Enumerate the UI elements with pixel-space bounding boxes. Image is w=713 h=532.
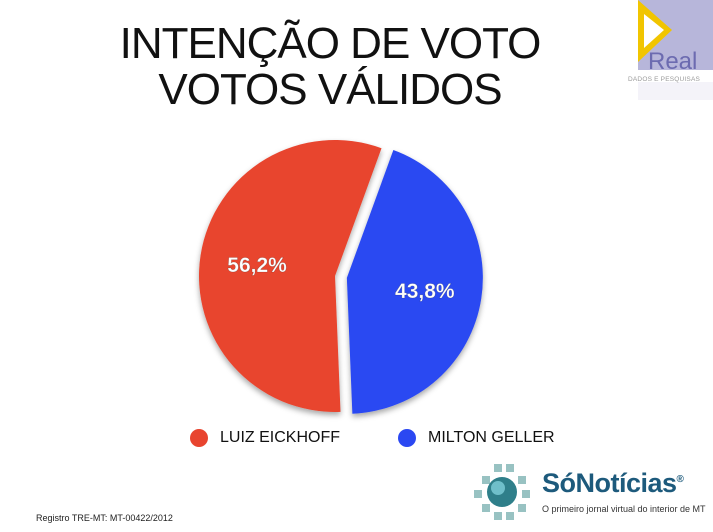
- chart-legend: LUIZ EICKHOFF MILTON GELLER: [0, 426, 713, 450]
- registro-text: Registro TRE-MT: MT-00422/2012: [36, 513, 173, 523]
- data-label-milton: 43,8%: [395, 280, 455, 303]
- legend-label-milton: MILTON GELLER: [428, 429, 555, 446]
- legend-label-luiz: LUIZ EICKHOFF: [220, 429, 341, 446]
- sonoticias-icon: [474, 464, 530, 520]
- pie-slice-luiz: [199, 140, 382, 412]
- real-logo-subtext: DADOS E PESQUISAS: [628, 76, 701, 83]
- legend-swatch-milton: [398, 429, 416, 447]
- legend-swatch-luiz: [190, 429, 208, 447]
- chart-title-line2: VOTOS VÁLIDOS: [158, 65, 502, 114]
- sonoticias-logo: SóNotícias® O primeiro jornal virtual do…: [470, 462, 710, 522]
- real-logo: Real DADOS E PESQUISAS: [620, 0, 713, 100]
- sonoticias-registered-mark: ®: [676, 474, 684, 485]
- sonoticias-brand: SóNotícias®: [542, 468, 684, 499]
- sonoticias-brand-name: SóNotícias: [542, 468, 677, 498]
- pie-slice-milton: [346, 150, 483, 414]
- sonoticias-tagline: O primeiro jornal virtual do interior de…: [542, 504, 706, 514]
- real-logo-text: Real: [648, 48, 698, 75]
- legend-item-luiz: LUIZ EICKHOFF: [190, 426, 340, 450]
- real-logo-icon: [620, 0, 713, 100]
- legend-item-milton: MILTON GELLER: [398, 426, 555, 450]
- chart-title-line1: INTENÇÃO DE VOTO: [119, 19, 542, 68]
- data-label-luiz: 56,2%: [227, 254, 287, 277]
